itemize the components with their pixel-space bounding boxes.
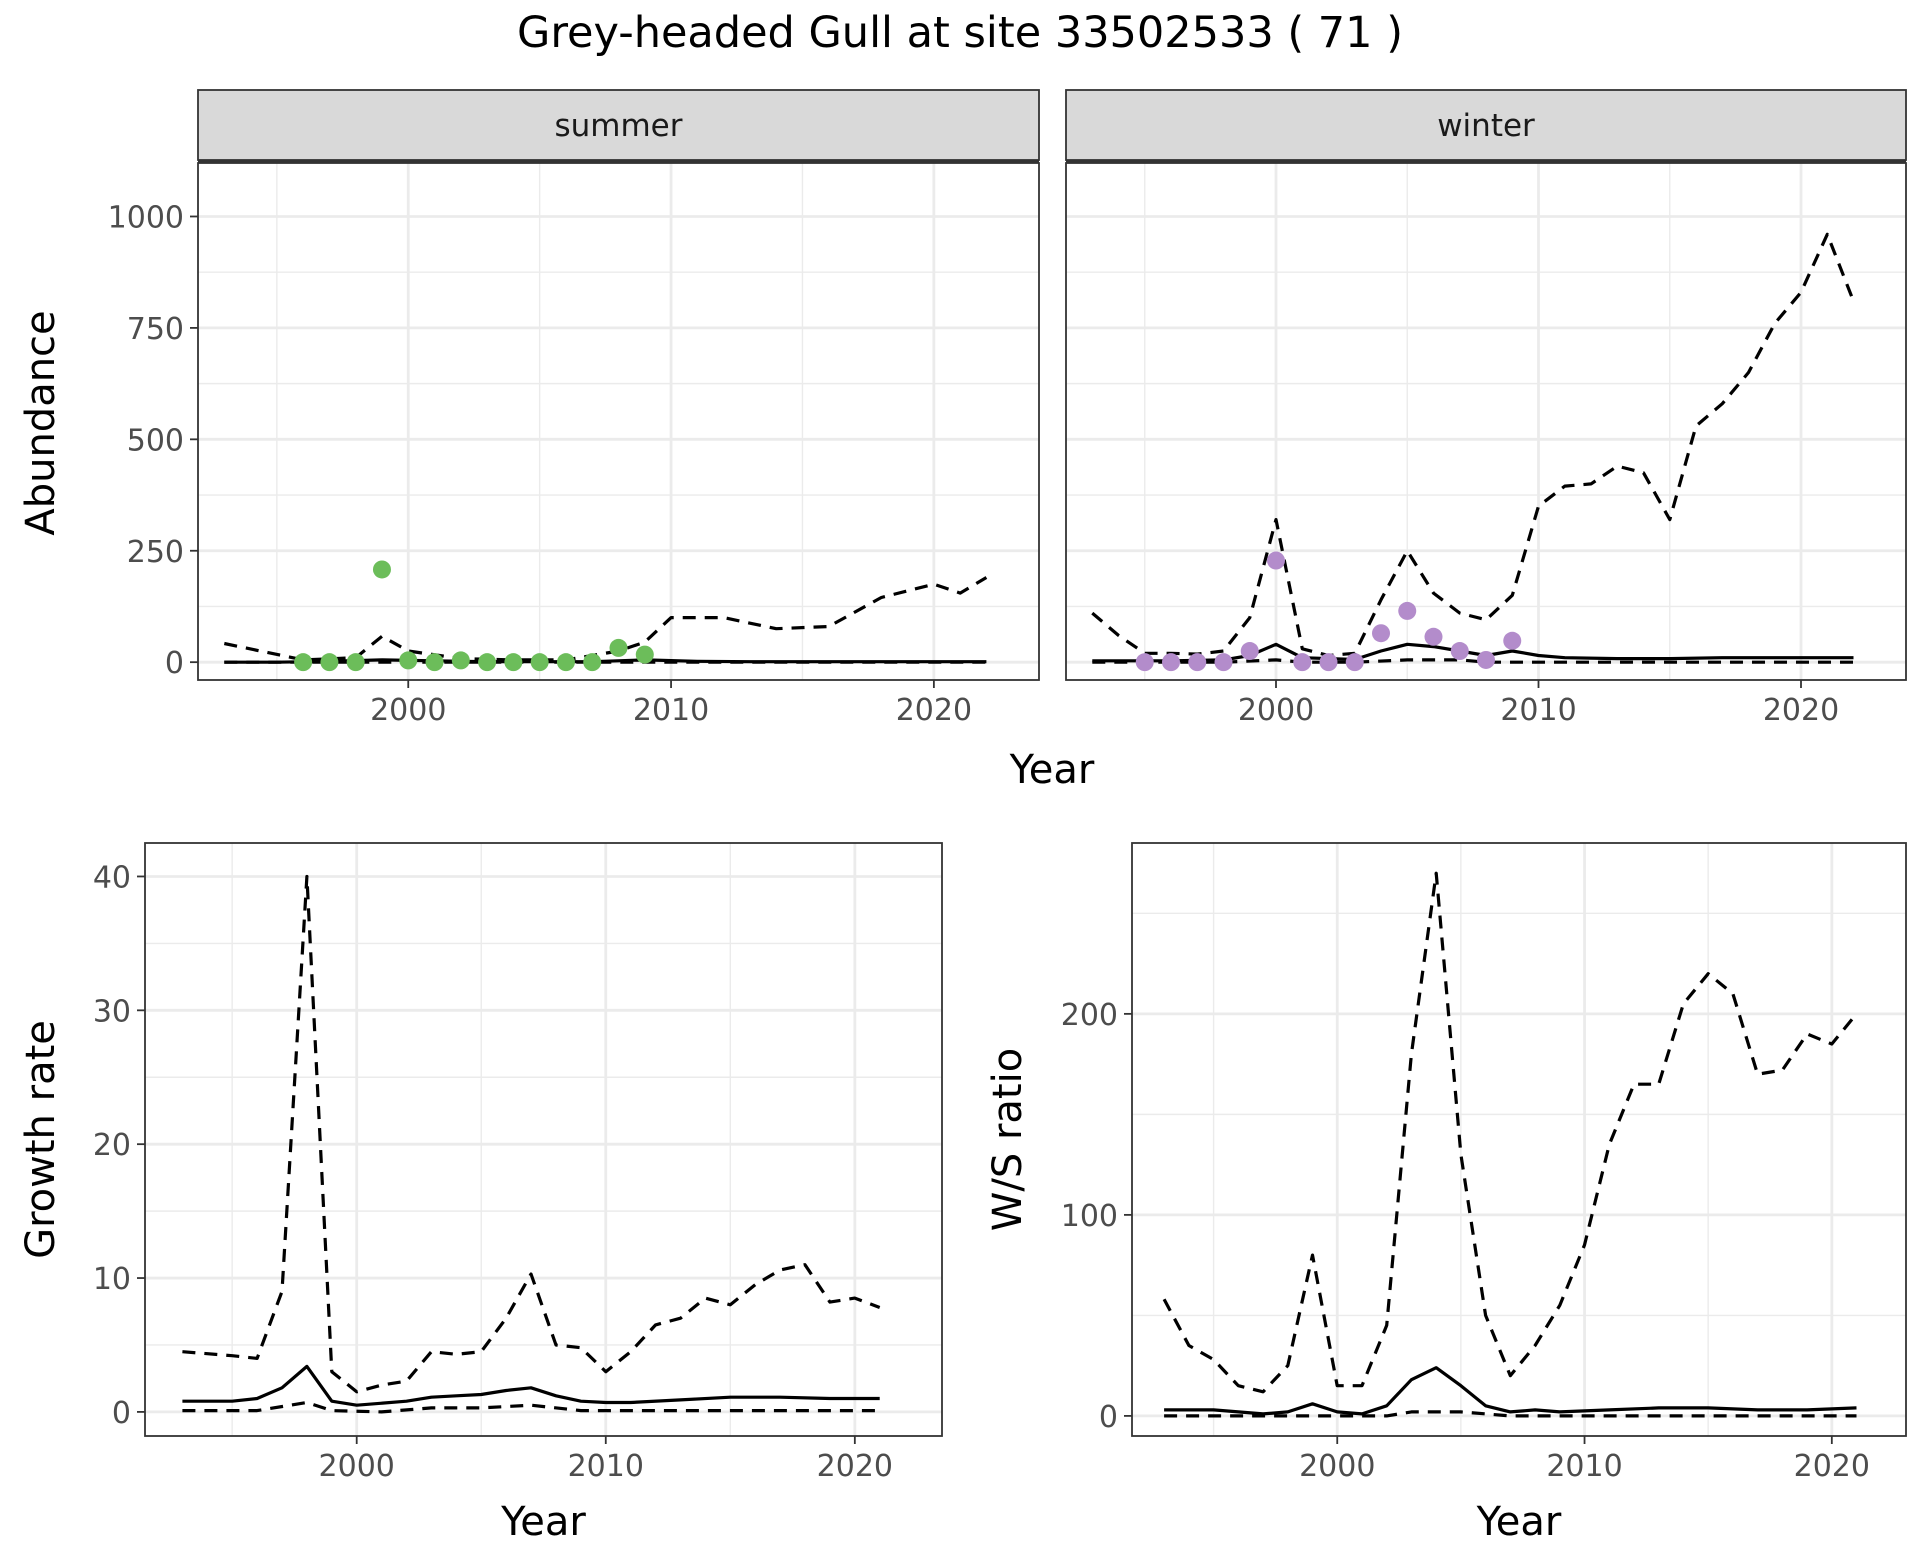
- data-point: [1477, 650, 1495, 669]
- x-tick-label: 2020: [1794, 1449, 1870, 1484]
- data-point: [320, 653, 339, 672]
- solid-series-line: [182, 1364, 880, 1407]
- data-point: [1450, 642, 1469, 661]
- data-point: [1214, 653, 1233, 672]
- x-tick-label: 2010: [568, 1449, 644, 1484]
- data-point: [1267, 551, 1285, 570]
- facet-label: summer: [554, 108, 682, 144]
- dashed-series-line: [1162, 871, 1858, 1394]
- data-point: [556, 653, 575, 672]
- x-tick-label: 2010: [1546, 1449, 1622, 1484]
- y-axis-title: Growth rate: [18, 1020, 64, 1259]
- data-point: [1319, 653, 1338, 672]
- y-tick-label: 250: [127, 535, 184, 570]
- dashed-series-line: [182, 1400, 880, 1414]
- x-axis-title: Year: [1476, 1499, 1562, 1545]
- y-tick-label: 500: [127, 423, 184, 458]
- x-tick-label: 2000: [1299, 1449, 1375, 1484]
- y-tick-label: 200: [1061, 998, 1118, 1033]
- dashed-series-line: [223, 576, 988, 662]
- facet-strip: [1065, 89, 1907, 161]
- data-point: [478, 653, 497, 672]
- data-point: [1188, 653, 1207, 672]
- data-point: [1503, 631, 1522, 650]
- panel-border: [197, 162, 1040, 681]
- data-point: [451, 651, 470, 670]
- data-point: [609, 638, 628, 657]
- x-tick-label: 2020: [817, 1449, 893, 1484]
- y-tick-label: 1000: [108, 200, 184, 235]
- x-tick-label: 2000: [1238, 693, 1314, 728]
- dashed-series-line: [1092, 658, 1854, 664]
- y-tick-label: 20: [93, 1128, 131, 1163]
- x-axis-title-shared: Year: [1009, 747, 1095, 793]
- y-tick-label: 0: [1099, 1400, 1118, 1435]
- data-point: [1135, 653, 1154, 672]
- data-point: [1240, 642, 1259, 661]
- data-point: [1162, 653, 1180, 672]
- data-point: [530, 653, 549, 672]
- y-tick-label: 30: [93, 994, 131, 1029]
- figure-title: Grey-headed Gull at site 33502533 ( 71 ): [517, 8, 1403, 58]
- y-tick-label: 750: [127, 312, 184, 347]
- y-axis-title: Abundance: [18, 310, 64, 535]
- panel-border: [1131, 842, 1907, 1437]
- solid-series-line: [1164, 1366, 1857, 1416]
- facet-label: winter: [1437, 108, 1535, 144]
- x-tick-label: 2010: [1500, 693, 1576, 728]
- data-point: [504, 653, 523, 672]
- dashed-series-line: [1091, 232, 1855, 658]
- data-point: [294, 653, 313, 672]
- x-tick-label: 2010: [633, 693, 709, 728]
- y-axis-title: W/S ratio: [985, 1048, 1031, 1231]
- panel-border: [1065, 162, 1907, 681]
- data-point: [425, 653, 444, 672]
- y-tick-label: 0: [165, 646, 184, 681]
- dashed-series-line: [182, 874, 881, 1394]
- data-point: [1398, 601, 1417, 620]
- panel-border: [144, 842, 943, 1437]
- y-tick-label: 10: [93, 1262, 131, 1297]
- data-point: [635, 645, 654, 664]
- data-point: [1345, 653, 1364, 672]
- y-tick-label: 40: [93, 860, 131, 895]
- x-axis-title: Year: [500, 1499, 586, 1545]
- data-point: [583, 653, 602, 672]
- data-point: [346, 653, 365, 672]
- data-point: [399, 651, 418, 670]
- x-tick-label: 2020: [896, 693, 972, 728]
- data-point: [1293, 653, 1312, 672]
- x-tick-label: 2020: [1763, 693, 1839, 728]
- x-tick-label: 2000: [370, 693, 446, 728]
- y-tick-label: 0: [112, 1396, 131, 1431]
- data-point: [1424, 627, 1443, 646]
- x-tick-label: 2000: [319, 1449, 395, 1484]
- data-point: [1372, 624, 1390, 643]
- y-tick-label: 100: [1061, 1199, 1118, 1234]
- data-point: [372, 560, 391, 579]
- facet-strip: [197, 89, 1040, 161]
